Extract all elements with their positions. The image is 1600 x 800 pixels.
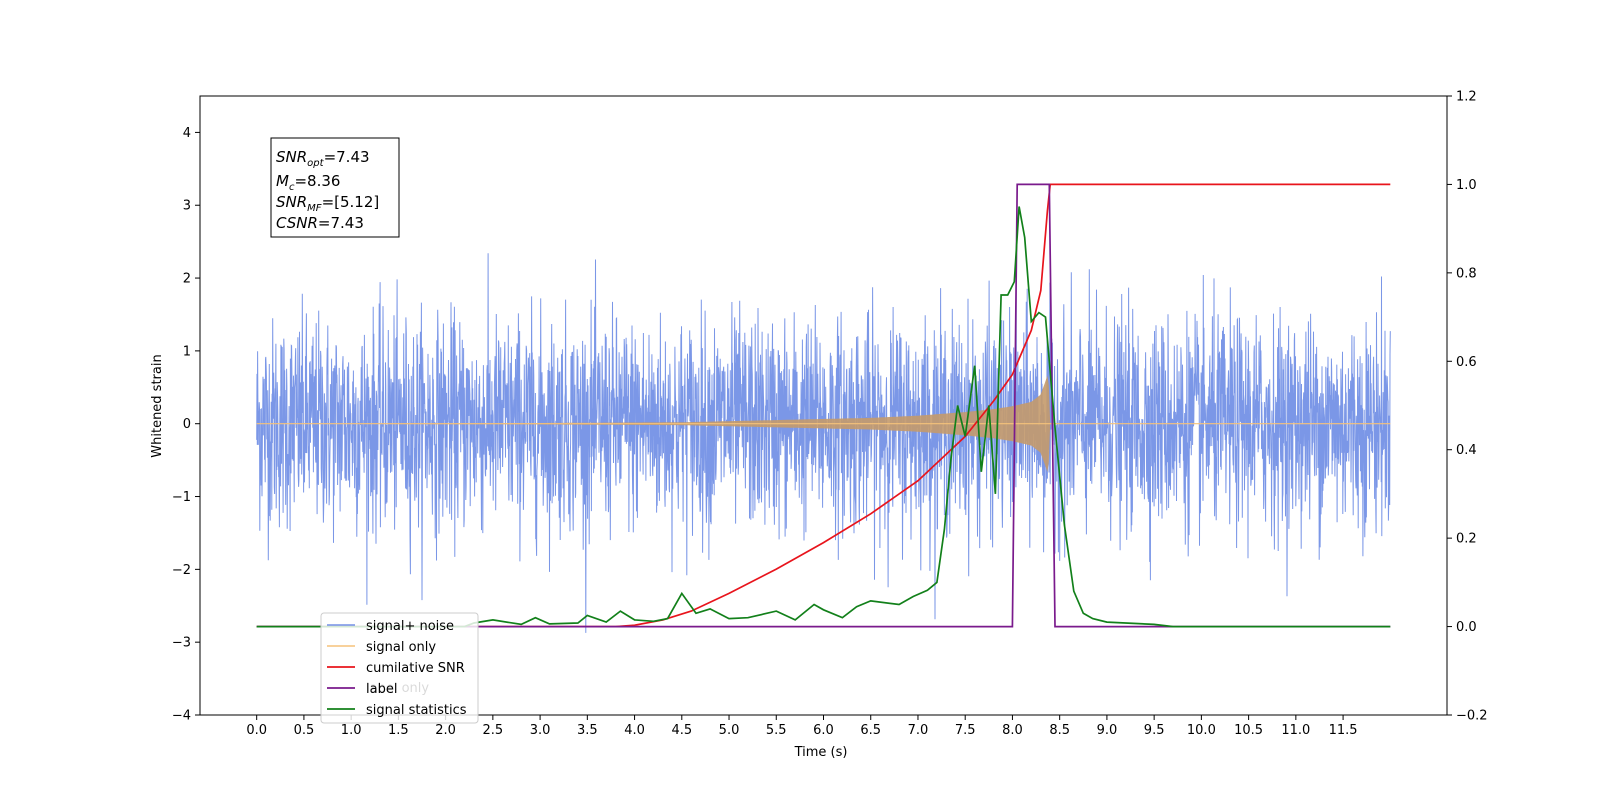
series-label-line: [256, 183, 1391, 628]
y-left-tick-label: −1: [172, 490, 191, 505]
x-tick-label: 9.5: [1144, 723, 1165, 738]
x-tick-label: 9.0: [1097, 723, 1118, 738]
x-tick-label: 7.5: [955, 723, 976, 738]
series-signal-statistics-line: [256, 206, 1391, 628]
y-left-tick-label: −2: [172, 563, 191, 578]
y-right-tick-label: 1.2: [1456, 90, 1477, 105]
y-right-tick-label: 0.6: [1456, 355, 1477, 370]
y-axis-left-ticks: −4 −3 −2 −1 0 1 2 3 4: [172, 126, 200, 724]
annotation-mc: Mc=8.36: [276, 172, 340, 193]
x-tick-label: 1.0: [341, 723, 362, 738]
x-tick-label: 2.0: [435, 723, 456, 738]
y-right-tick-label: 0.0: [1456, 620, 1477, 635]
x-tick-label: 5.0: [719, 723, 740, 738]
x-tick-label: 4.5: [671, 723, 692, 738]
x-tick-label: 0.0: [246, 723, 267, 738]
annotation-frame: [270, 137, 400, 238]
legend-label-signal-statistics: signal statistics: [366, 703, 467, 718]
annotation-snr-mf: SNRMF=[5.12]: [276, 193, 379, 214]
y-right-tick-label: 1.0: [1456, 178, 1477, 193]
legend-label-signal-only: signal only: [366, 640, 436, 655]
legend: label only signal+ noise signal only cum…: [320, 612, 479, 724]
annotation-csnr: CSNR=7.43: [276, 214, 364, 232]
x-tick-label: 8.5: [1049, 723, 1070, 738]
legend-frame: [320, 612, 479, 724]
x-tick-label: 3.5: [577, 723, 598, 738]
x-tick-label: 6.0: [813, 723, 834, 738]
y-right-tick-label: 0.2: [1456, 532, 1477, 547]
y-axis-left-label: Whitened strain: [150, 354, 165, 457]
legend-label-signal-plus-noise: signal+ noise: [366, 619, 454, 634]
x-axis-ticks: 0.0 0.5 1.0 1.5 2.0 2.5 3.0 3.5 4.0 4.5 5.0 5.5 6.0 6…: [246, 715, 1358, 738]
snr-annotation-box: SNRopt=7.43 Mc=8.36 SNRMF=[5.12] CSNR=7.…: [270, 137, 400, 238]
y-left-tick-label: 1: [183, 344, 191, 359]
y-right-tick-label: 0.8: [1456, 266, 1477, 281]
x-tick-label: 10.5: [1234, 723, 1263, 738]
legend-hidden-entry: label only: [366, 681, 429, 696]
plot-area: [256, 183, 1391, 633]
y-left-tick-label: 4: [183, 126, 191, 141]
y-right-tick-label: 0.4: [1456, 443, 1477, 458]
x-tick-label: 6.5: [860, 723, 881, 738]
x-tick-label: 11.0: [1281, 723, 1310, 738]
y-right-tick-label: −0.2: [1456, 709, 1488, 724]
x-tick-label: 5.5: [766, 723, 787, 738]
y-left-tick-label: 2: [183, 272, 191, 287]
y-left-tick-label: −3: [172, 636, 191, 651]
x-tick-label: 2.5: [483, 723, 504, 738]
annotation-snr-opt: SNRopt=7.43: [276, 148, 370, 169]
x-tick-label: 7.0: [908, 723, 929, 738]
x-axis-label: Time (s): [794, 745, 848, 760]
x-tick-label: 4.0: [624, 723, 645, 738]
y-left-tick-label: 0: [183, 417, 191, 432]
x-tick-label: 0.5: [294, 723, 315, 738]
x-tick-label: 11.5: [1329, 723, 1358, 738]
y-axis-right-ticks: −0.2 0.0 0.2 0.4 0.6 0.8 1.0 1.2: [1447, 90, 1488, 724]
x-tick-label: 8.0: [1002, 723, 1023, 738]
legend-label-cumulative-snr: cumilative SNR: [366, 661, 465, 676]
x-tick-label: 10.0: [1187, 723, 1216, 738]
legend-label-label: label: [366, 682, 397, 697]
x-tick-label: 3.0: [530, 723, 551, 738]
x-tick-label: 1.5: [388, 723, 409, 738]
y-left-tick-label: 3: [183, 199, 191, 214]
series-signal-plus-noise-line: [256, 253, 1391, 633]
y-left-tick-label: −4: [172, 709, 191, 724]
